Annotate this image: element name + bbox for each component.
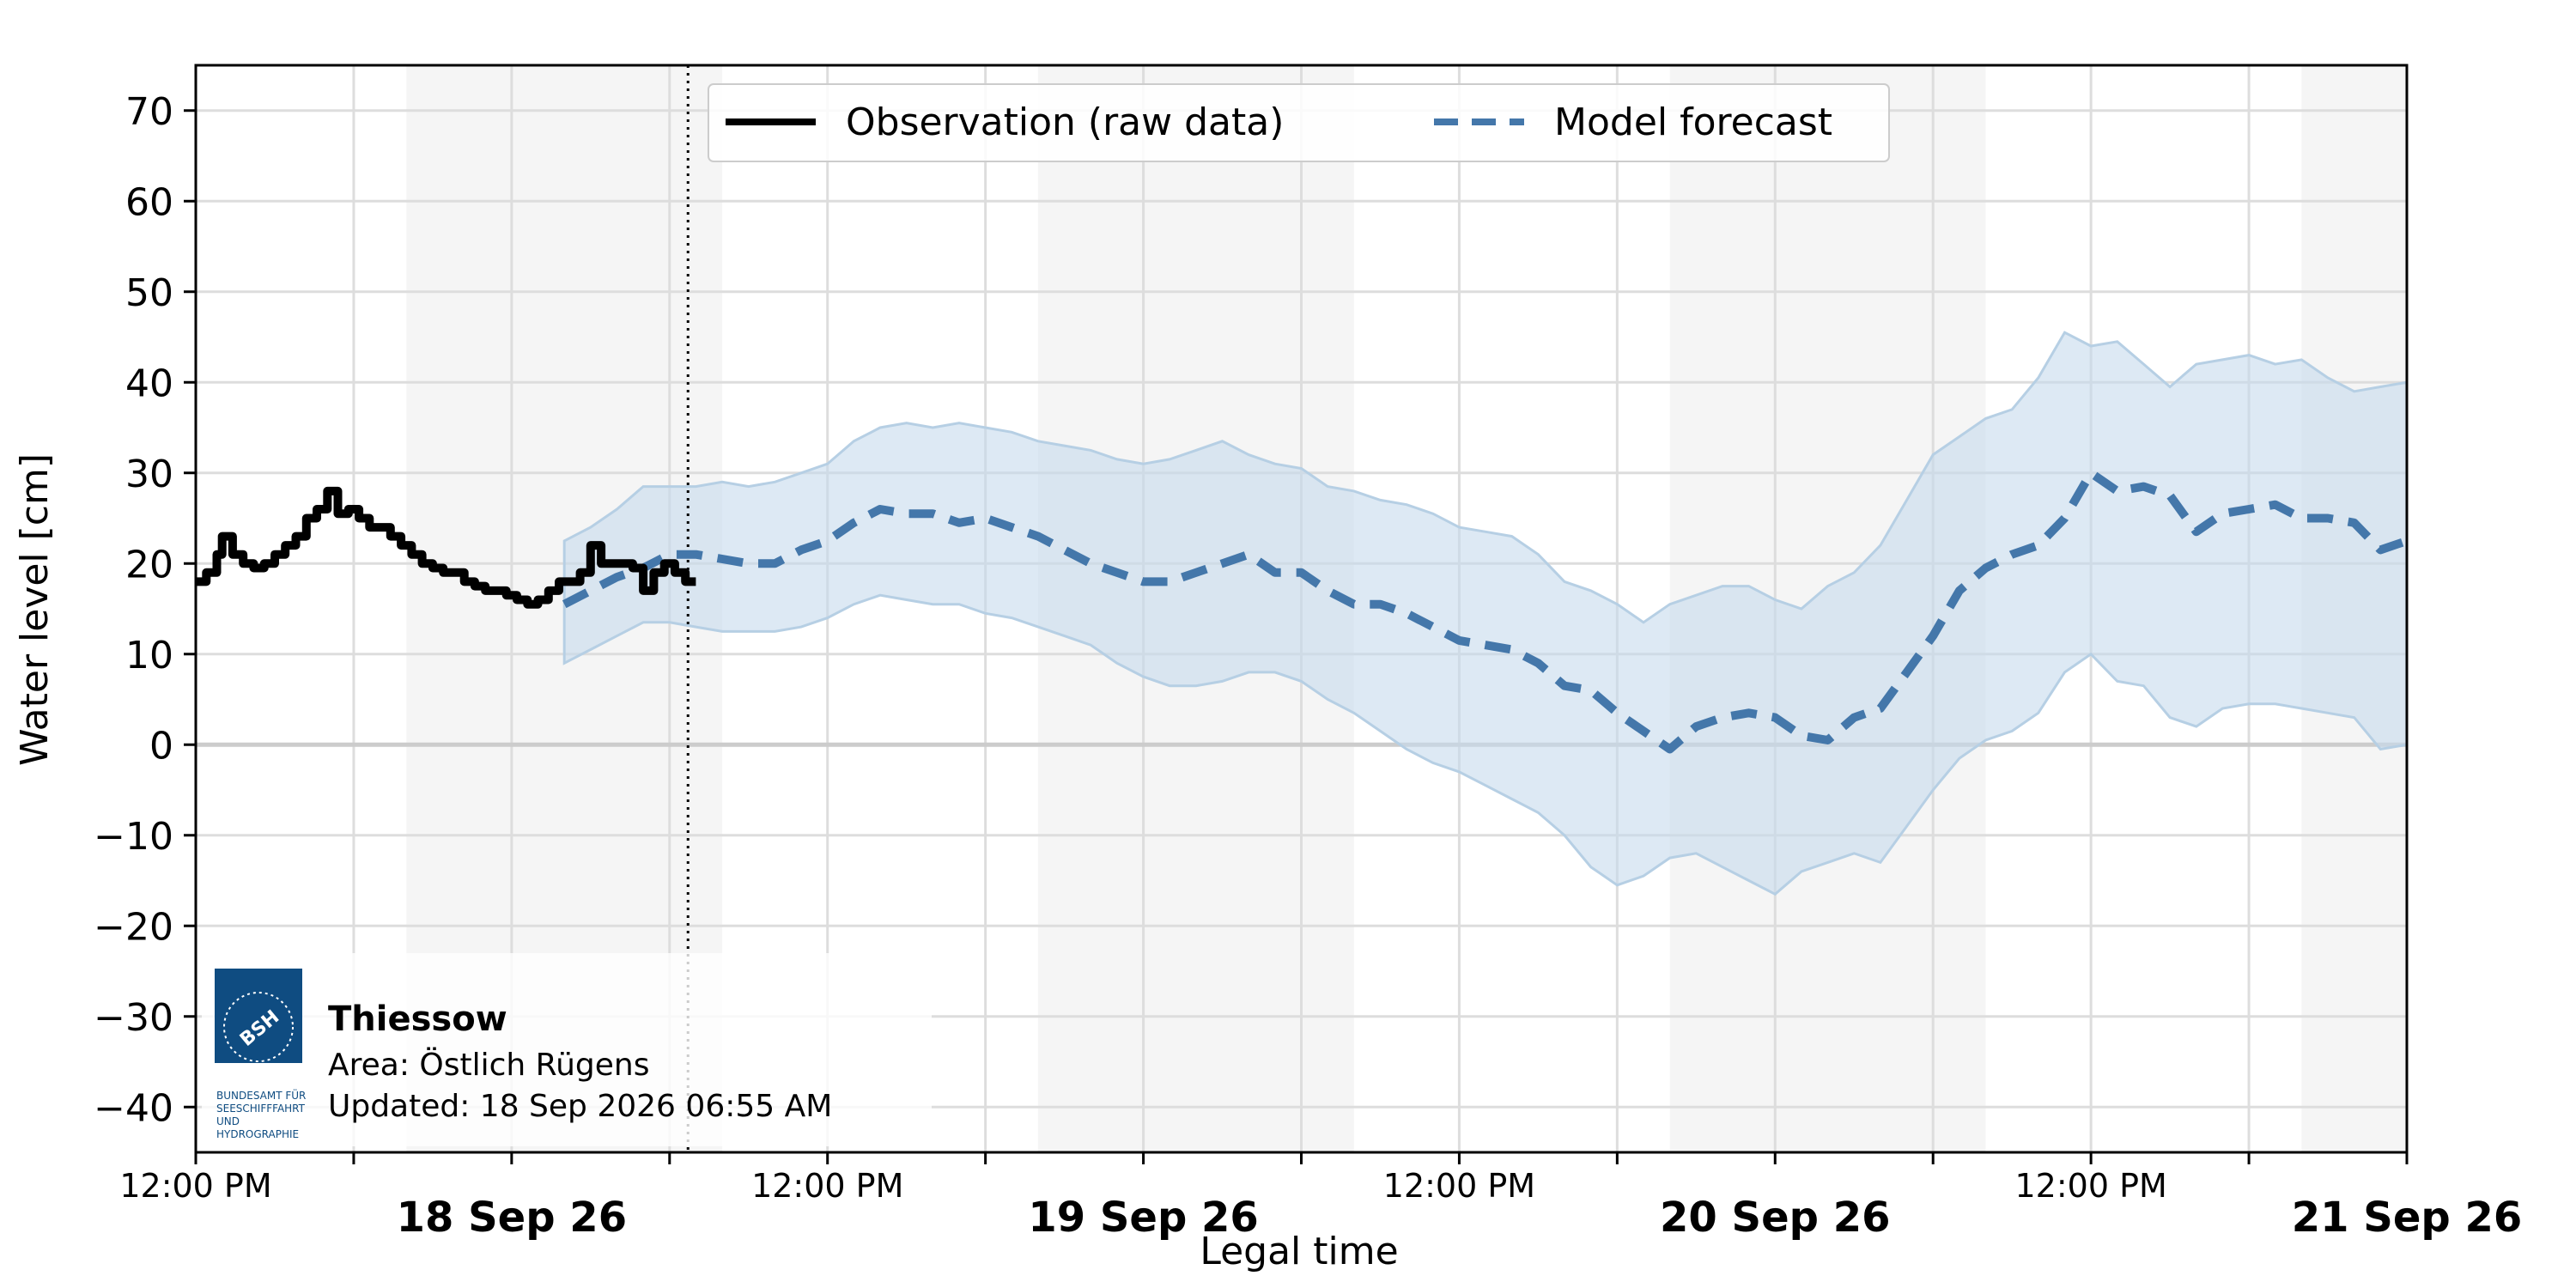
bsh-logo: BSH BUNDESAMT FÜR SEESCHIFFFAHRT UND HYD…: [215, 969, 306, 1140]
y-tick-label: −30: [94, 996, 173, 1040]
station-name: Thiessow: [328, 999, 507, 1039]
info-box: BSH BUNDESAMT FÜR SEESCHIFFFAHRT UND HYD…: [202, 953, 932, 1146]
forecast-uncertainty-band: [562, 331, 2409, 896]
y-tick-label: 40: [125, 361, 173, 405]
y-tick-label: 20: [125, 543, 173, 586]
x-tick-label: 12:00 PM: [1383, 1167, 1535, 1205]
bsh-caption-3: UND: [216, 1115, 240, 1127]
y-tick-label: 30: [125, 453, 173, 496]
bsh-caption-2: SEESCHIFFFAHRT: [216, 1103, 306, 1115]
x-tick-label: 12:00 PM: [119, 1167, 271, 1205]
forecast-series: [562, 468, 2409, 754]
bsh-caption-1: BUNDESAMT FÜR: [216, 1088, 306, 1102]
y-tick-label: −20: [94, 905, 173, 949]
legend-box: [708, 83, 1890, 162]
legend: Observation (raw data) Model forecast: [708, 83, 1890, 162]
legend-forecast-label: Model forecast: [1554, 100, 1832, 144]
x-tick-label: 12:00 PM: [2014, 1167, 2166, 1205]
y-tick-label: 10: [125, 634, 173, 677]
info-box-background: [202, 953, 932, 1146]
forecast-line: [562, 468, 2409, 754]
forecast-band: [562, 331, 2409, 896]
observation-series: [196, 486, 696, 609]
y-axis: 70 60 50 40 30 20 10 0 −10 −20 −30 −40: [94, 90, 196, 1130]
observation-line: [196, 486, 696, 609]
y-axis-label: Water level [cm]: [13, 453, 57, 766]
updated-timestamp: Updated: 18 Sep 2026 06:55 AM: [328, 1089, 832, 1124]
bsh-caption-4: HYDROGRAPHIE: [216, 1128, 299, 1140]
x-tick-label: 20 Sep 26: [1660, 1194, 1891, 1242]
legend-observation-label: Observation (raw data): [846, 100, 1284, 144]
y-tick-label: −10: [94, 815, 173, 859]
y-tick-label: 60: [125, 180, 173, 224]
station-area: Area: Östlich Rügens: [328, 1047, 649, 1083]
x-tick-label: 18 Sep 26: [397, 1194, 628, 1242]
x-axis: 12:00 PM 18 Sep 26 12:00 PM 19 Sep 26 12:00 …: [119, 1152, 2522, 1242]
y-tick-label: 70: [125, 90, 173, 134]
x-tick-label: 12:00 PM: [751, 1167, 903, 1205]
x-tick-label: 21 Sep 26: [2292, 1194, 2523, 1242]
y-tick-label: 0: [149, 724, 173, 768]
x-tick-label: 19 Sep 26: [1028, 1194, 1259, 1242]
x-axis-label: Legal time: [1200, 1230, 1398, 1273]
y-tick-label: 50: [125, 271, 173, 315]
y-tick-label: −40: [94, 1086, 173, 1130]
